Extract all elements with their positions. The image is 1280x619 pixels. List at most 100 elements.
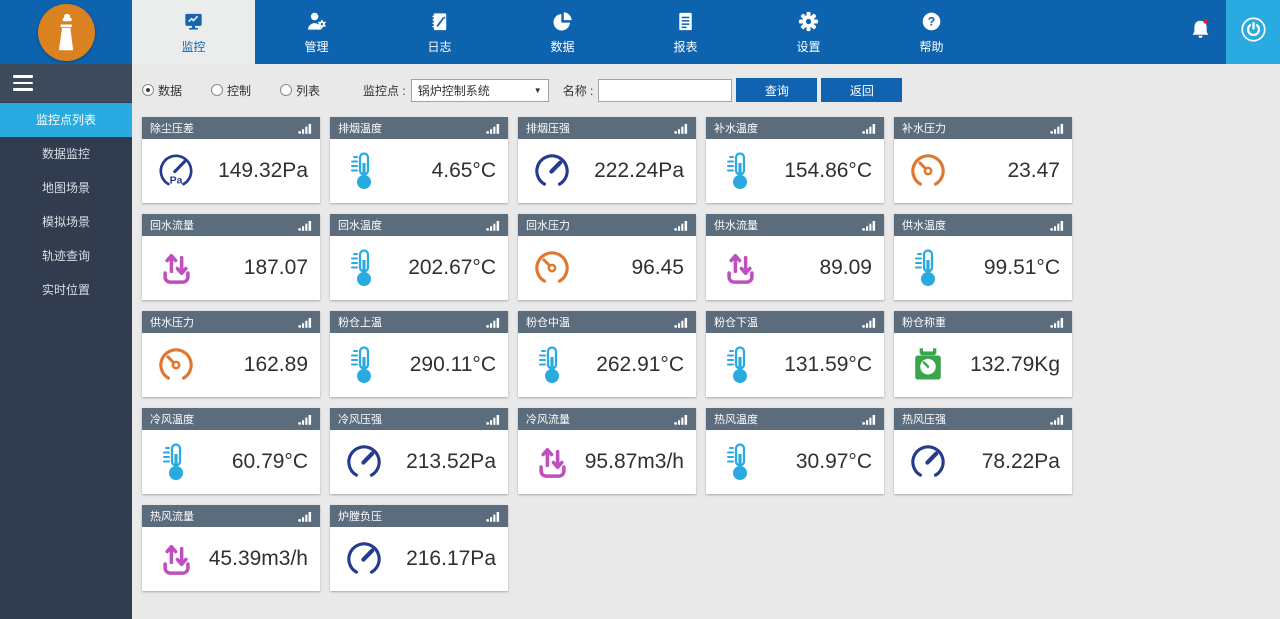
- app-logo[interactable]: [0, 0, 132, 64]
- monitor-cards-grid: 除尘压差 Pa 149.32Pa 排烟温度 4.65°C 排烟压强 222.24…: [132, 116, 1280, 591]
- gauge-blue-icon: [530, 146, 574, 196]
- radio-list[interactable]: 列表: [280, 82, 320, 99]
- sidebar-item-track-query[interactable]: 轨迹查询: [41, 249, 90, 263]
- card-title: 补水压力: [902, 123, 946, 135]
- name-input[interactable]: [598, 78, 733, 102]
- monitor-card[interactable]: 冷风压强 213.52Pa: [330, 408, 508, 494]
- monitor-card[interactable]: 冷风流量 95.87m3/h: [518, 408, 696, 494]
- menu-toggle[interactable]: [0, 64, 132, 102]
- nav-tabs: 监控 管理 日志 数据 报表 设置? 帮助: [132, 0, 993, 64]
- radio-dot[interactable]: [211, 84, 224, 96]
- nav-tab-label: 报表: [673, 40, 698, 54]
- card-title: 排烟压强: [526, 123, 570, 135]
- card-header: 热风流量: [142, 505, 320, 527]
- nav-tab-label: 监控: [181, 40, 206, 54]
- nav-tab-monitor[interactable]: 监控: [132, 0, 255, 64]
- monitor-card[interactable]: 热风压强 78.22Pa: [894, 408, 1072, 494]
- card-value: 187.07: [243, 256, 308, 279]
- radio-dot[interactable]: [280, 84, 293, 96]
- report-icon: [674, 9, 697, 33]
- signal-bars-icon: [298, 317, 313, 328]
- flow-icon: [154, 534, 198, 584]
- card-title: 供水压力: [150, 317, 194, 329]
- monitor-card[interactable]: 回水压力 96.45: [518, 214, 696, 300]
- signal-bars-icon: [862, 317, 877, 328]
- notifications-button[interactable]: [1174, 0, 1226, 64]
- card-value: 4.65°C: [431, 159, 496, 182]
- card-title: 供水流量: [714, 220, 758, 232]
- filter-bar: 数据 控制 列表 监控点 : 锅炉控制系统 ▼ 名称 : 查询 返回: [132, 64, 1280, 116]
- monitor-icon: [182, 9, 205, 33]
- search-button[interactable]: 查询: [736, 78, 818, 102]
- thermometer-icon: [342, 243, 386, 293]
- nav-tab-settings[interactable]: 设置: [747, 0, 870, 64]
- sidebar-item-simulation-scene[interactable]: 模拟场景: [41, 215, 90, 229]
- card-header: 粉仓上温: [330, 311, 508, 333]
- card-title: 热风流量: [150, 511, 194, 523]
- monitor-card[interactable]: 回水流量 187.07: [142, 214, 320, 300]
- sidebar-item-realtime-location[interactable]: 实时位置: [41, 283, 90, 297]
- gauge-pa-icon: Pa: [154, 146, 198, 196]
- sidebar-item-data-monitor[interactable]: 数据监控: [41, 147, 90, 161]
- sidebar: 监控点列表数据监控地图场景模拟场景轨迹查询实时位置: [0, 64, 132, 619]
- monitor-card[interactable]: 供水流量 89.09: [706, 214, 884, 300]
- monitor-card[interactable]: 粉仓称重 132.79Kg: [894, 311, 1072, 397]
- gauge-blue-icon: [342, 534, 386, 584]
- monitor-card[interactable]: 粉仓下温 131.59°C: [706, 311, 884, 397]
- monitor-card[interactable]: 粉仓中温 262.91°C: [518, 311, 696, 397]
- monitor-card[interactable]: 回水温度 202.67°C: [330, 214, 508, 300]
- monitor-card[interactable]: 热风温度 30.97°C: [706, 408, 884, 494]
- radio-control[interactable]: 控制: [211, 82, 251, 99]
- gauge-orange-icon: [530, 243, 574, 293]
- radio-label: 列表: [296, 83, 321, 98]
- monitor-card[interactable]: 补水压力 23.47: [894, 117, 1072, 203]
- back-button[interactable]: 返回: [821, 78, 903, 102]
- power-icon: [1240, 16, 1267, 48]
- user-gear-icon: [305, 9, 328, 33]
- card-header: 供水流量: [706, 214, 884, 236]
- radio-data[interactable]: 数据: [142, 82, 182, 99]
- card-value: 96.45: [631, 256, 684, 279]
- help-icon: ?: [920, 9, 943, 33]
- nav-tab-data[interactable]: 数据: [501, 0, 624, 64]
- card-title: 冷风温度: [150, 414, 194, 426]
- monitor-card[interactable]: 排烟温度 4.65°C: [330, 117, 508, 203]
- monitor-card[interactable]: 除尘压差 Pa 149.32Pa: [142, 117, 320, 203]
- signal-bars-icon: [1050, 123, 1065, 134]
- signal-bars-icon: [486, 123, 501, 134]
- nav-tab-label: 帮助: [919, 40, 944, 54]
- card-value: 60.79°C: [231, 450, 308, 473]
- card-value: 216.17Pa: [406, 547, 496, 570]
- sidebar-item-map-scene[interactable]: 地图场景: [41, 181, 90, 195]
- card-value: 89.09: [819, 256, 872, 279]
- radio-dot[interactable]: [142, 84, 154, 96]
- gauge-orange-icon: [906, 146, 950, 196]
- nav-tab-log[interactable]: 日志: [378, 0, 501, 64]
- monitor-point-select[interactable]: 锅炉控制系统 ▼: [410, 78, 549, 102]
- monitor-card[interactable]: 补水温度 154.86°C: [706, 117, 884, 203]
- sidebar-item-monitor-point-list[interactable]: 监控点列表: [0, 103, 132, 137]
- nav-tab-manage[interactable]: 管理: [255, 0, 378, 64]
- signal-bars-icon: [1050, 414, 1065, 425]
- monitor-card[interactable]: 热风流量 45.39m3/h: [142, 505, 320, 591]
- card-title: 热风压强: [902, 414, 946, 426]
- signal-bars-icon: [298, 123, 313, 134]
- nav-tab-report[interactable]: 报表: [624, 0, 747, 64]
- monitor-card[interactable]: 冷风温度 60.79°C: [142, 408, 320, 494]
- monitor-point-label: 监控点 :: [363, 83, 406, 98]
- card-title: 供水温度: [902, 220, 946, 232]
- nav-tab-help[interactable]: ? 帮助: [870, 0, 993, 64]
- bell-icon: [1188, 17, 1213, 47]
- monitor-card[interactable]: 粉仓上温 290.11°C: [330, 311, 508, 397]
- monitor-card[interactable]: 炉膛负压 216.17Pa: [330, 505, 508, 591]
- signal-bars-icon: [674, 123, 689, 134]
- monitor-card[interactable]: 排烟压强 222.24Pa: [518, 117, 696, 203]
- logout-button[interactable]: [1226, 0, 1280, 64]
- signal-bars-icon: [486, 220, 501, 231]
- thermometer-icon: [530, 340, 574, 390]
- monitor-card[interactable]: 供水温度 99.51°C: [894, 214, 1072, 300]
- card-value: 213.52Pa: [406, 450, 496, 473]
- nav-tab-label: 管理: [304, 40, 329, 54]
- pie-chart-icon: [551, 9, 574, 33]
- monitor-card[interactable]: 供水压力 162.89: [142, 311, 320, 397]
